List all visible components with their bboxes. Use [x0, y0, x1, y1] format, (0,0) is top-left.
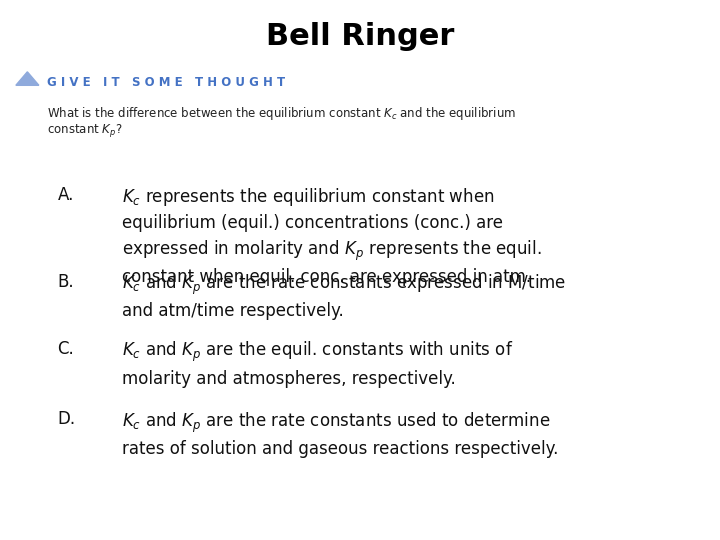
Text: $K_c$ and $K_p$ are the rate constants expressed in M/time
and atm/time respecti: $K_c$ and $K_p$ are the rate constants e…	[122, 273, 567, 321]
Text: constant $K_p$?: constant $K_p$?	[47, 122, 122, 139]
Text: C.: C.	[58, 340, 74, 358]
Polygon shape	[16, 72, 39, 85]
Text: Bell Ringer: Bell Ringer	[266, 22, 454, 51]
Text: D.: D.	[58, 410, 76, 428]
Text: A.: A.	[58, 186, 74, 204]
Text: What is the difference between the equilibrium constant $K_c$ and the equilibriu: What is the difference between the equil…	[47, 105, 516, 122]
Text: G I V E   I T   S O M E   T H O U G H T: G I V E I T S O M E T H O U G H T	[47, 76, 285, 89]
Text: $K_c$ and $K_p$ are the rate constants used to determine
rates of solution and g: $K_c$ and $K_p$ are the rate constants u…	[122, 410, 559, 458]
Text: B.: B.	[58, 273, 74, 291]
Text: $K_c$ and $K_p$ are the equil. constants with units of
molarity and atmospheres,: $K_c$ and $K_p$ are the equil. constants…	[122, 340, 513, 388]
Text: $K_c$ represents the equilibrium constant when
equilibrium (equil.) concentratio: $K_c$ represents the equilibrium constan…	[122, 186, 542, 286]
